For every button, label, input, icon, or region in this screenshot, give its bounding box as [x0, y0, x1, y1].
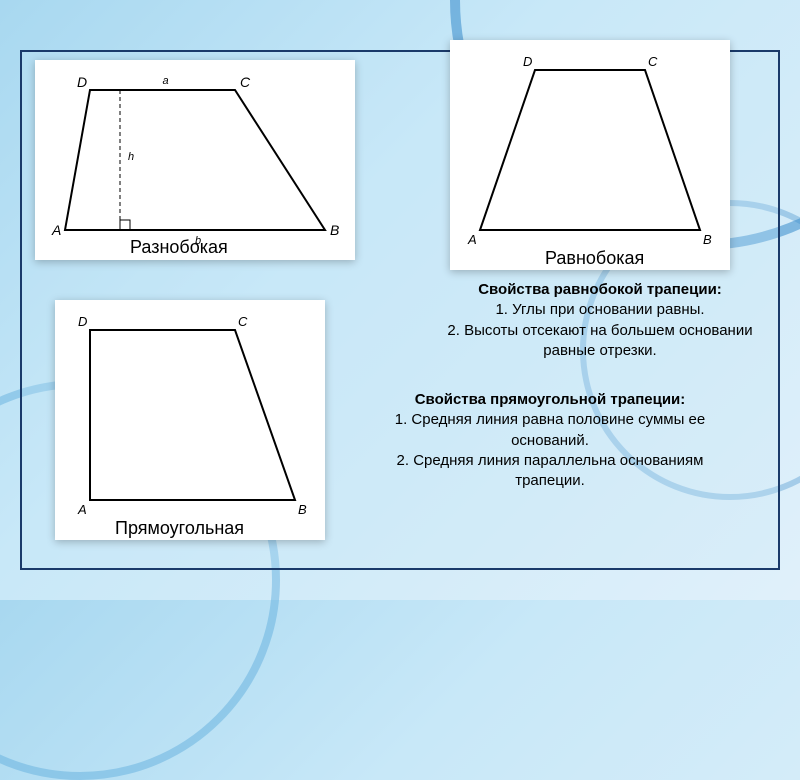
iso-title: Свойства равнобокой трапеции:	[420, 280, 780, 300]
svg-text:D: D	[523, 54, 532, 69]
svg-text:B: B	[330, 222, 339, 238]
panel-isosceles: A B C D	[450, 40, 730, 270]
scalene-trapezoid-svg: A B C D a b h	[35, 60, 355, 260]
panel-right: A B C D	[55, 300, 325, 540]
svg-text:B: B	[703, 232, 712, 247]
right-title: Свойства прямоугольной трапеции:	[350, 390, 750, 410]
svg-text:A: A	[77, 502, 87, 517]
svg-text:C: C	[238, 314, 248, 329]
right-line2: оснований.	[350, 431, 750, 451]
iso-line1: 1. Углы при основании равны.	[420, 300, 780, 320]
text-right-props: Свойства прямоугольной трапеции: 1. Сред…	[350, 390, 750, 491]
caption-scalene: Разнобокая	[130, 237, 228, 258]
svg-text:A: A	[467, 232, 477, 247]
iso-line3: равные отрезки.	[420, 341, 780, 361]
svg-text:h: h	[128, 151, 134, 163]
right-line3: 2. Средняя линия параллельна основаниям	[350, 451, 750, 471]
svg-text:a: a	[163, 75, 169, 87]
caption-isosceles: Равнобокая	[545, 248, 644, 269]
caption-right: Прямоугольная	[115, 518, 244, 539]
right-trapezoid-svg: A B C D	[55, 300, 325, 540]
panel-scalene: A B C D a b h	[35, 60, 355, 260]
text-isosceles-props: Свойства равнобокой трапеции: 1. Углы пр…	[420, 280, 780, 361]
right-line4: трапеции.	[350, 471, 750, 491]
iso-line2: 2. Высоты отсекают на большем основании	[420, 321, 780, 341]
right-line1: 1. Средняя линия равна половине суммы ее	[350, 410, 750, 430]
isosceles-trapezoid-svg: A B C D	[450, 40, 730, 270]
svg-text:B: B	[298, 502, 307, 517]
svg-text:C: C	[648, 54, 658, 69]
svg-text:A: A	[51, 222, 61, 238]
svg-text:D: D	[77, 74, 87, 90]
svg-text:C: C	[240, 74, 251, 90]
svg-text:D: D	[78, 314, 87, 329]
